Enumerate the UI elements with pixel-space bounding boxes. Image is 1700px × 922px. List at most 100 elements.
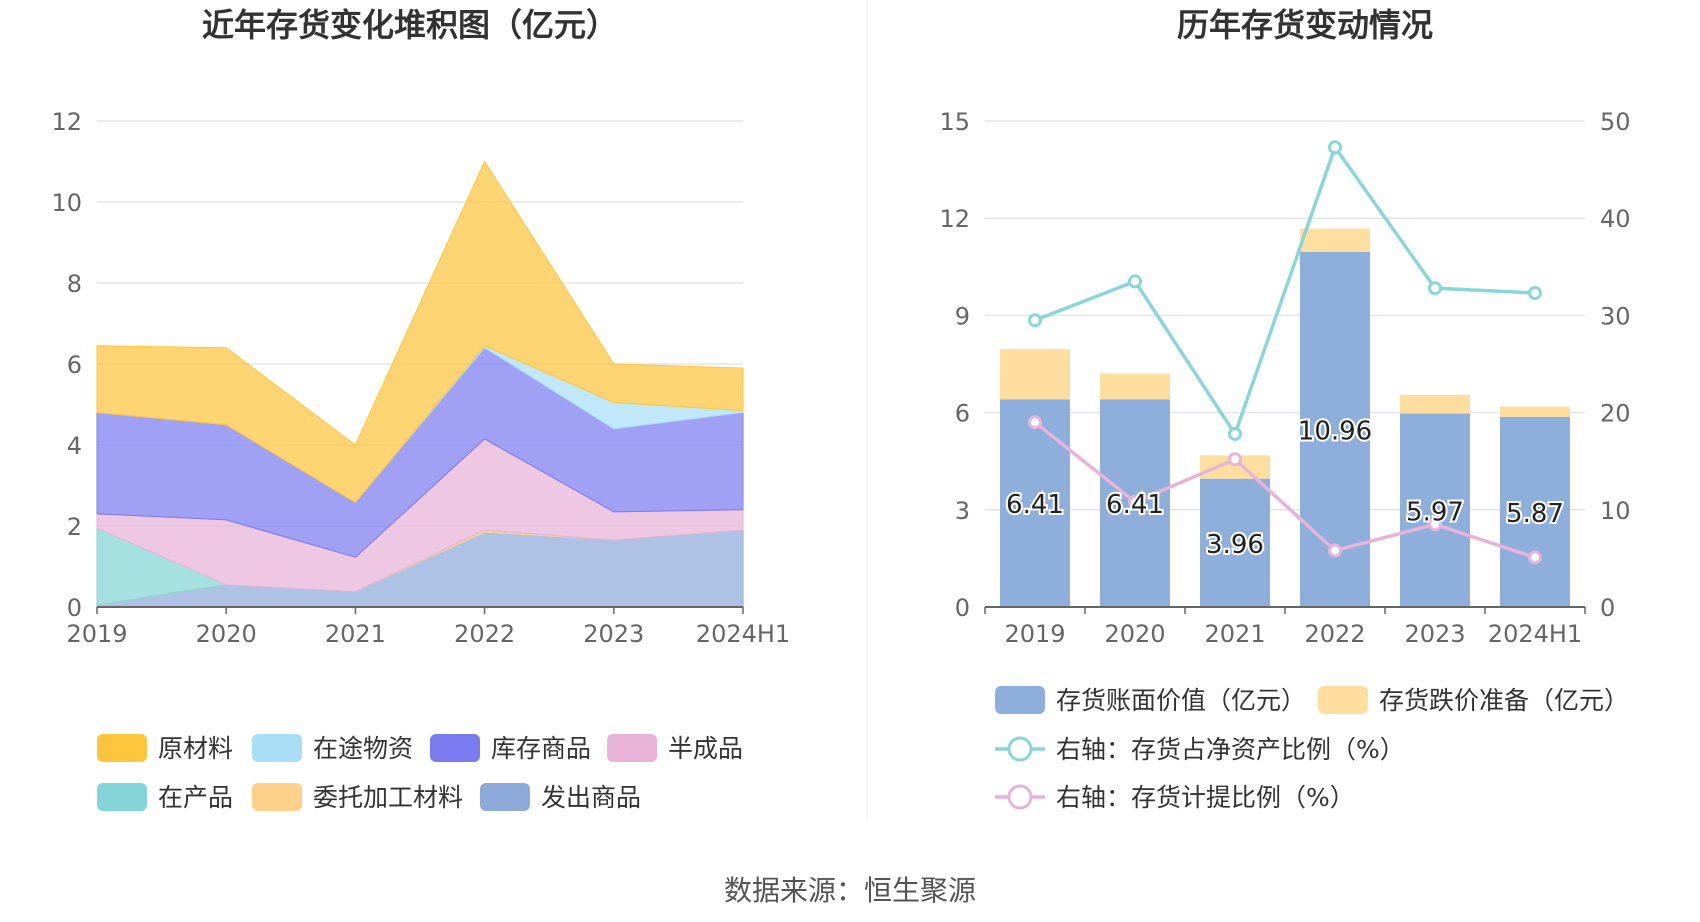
legend-swatch: [252, 734, 302, 762]
bar-存货跌价准备（亿元）: [1100, 373, 1170, 400]
bar-value-label: 5.97: [1406, 497, 1464, 527]
legend-swatch: [607, 734, 657, 762]
bar-存货账面价值（亿元）: [1000, 399, 1070, 607]
legend-item: 委托加工材料: [313, 783, 463, 812]
right-bars: [1000, 228, 1570, 607]
right-y-tick-label: 9: [955, 302, 970, 330]
line-point: [1228, 426, 1242, 441]
line-point: [1128, 274, 1142, 289]
right-x-tick-label: 2023: [1404, 620, 1465, 648]
bar-存货跌价准备（亿元）: [1500, 406, 1570, 417]
legend-item: 存货账面价值（亿元）: [1056, 686, 1306, 715]
legend-swatch: [1318, 686, 1368, 714]
line-point: [1228, 452, 1242, 467]
left-y-tick-label: 2: [67, 513, 82, 541]
bar-存货账面价值（亿元）: [1400, 413, 1470, 607]
legend-item: 库存商品: [491, 734, 591, 763]
line-右轴：存货计提比例（%）: [1033, 420, 1536, 560]
right-y2-tick-label: 10: [1600, 497, 1631, 525]
legend-swatch: [97, 734, 147, 762]
right-lines: [1028, 140, 1542, 565]
right-y-tick-label: 15: [939, 108, 970, 136]
legend-marker: [1007, 736, 1033, 762]
legend-item: 在产品: [158, 783, 233, 812]
legend-swatch: [252, 783, 302, 811]
line-point: [1528, 286, 1542, 301]
bar-value-label: 6.41: [1106, 490, 1164, 520]
left-x-tick-label: 2024H1: [696, 620, 790, 648]
left-y-ticks: 0 2 4 6 8 10 12: [51, 108, 82, 622]
left-chart-title: 近年存货变化堆积图（亿元）: [202, 6, 618, 44]
line-右轴：存货占净资产比例（%）: [1034, 143, 1536, 438]
right-chart-title: 历年存货变动情况: [1177, 6, 1433, 44]
right-y2-ticks: 0 10 20 30 40 50: [1600, 108, 1631, 622]
right-y-ticks: 0 3 6 9 12 15: [939, 108, 970, 622]
right-x-tick-label: 2024H1: [1488, 620, 1582, 648]
line-point: [1428, 281, 1442, 296]
left-y-tick-label: 12: [51, 108, 82, 136]
legend-swatch: [480, 783, 530, 811]
right-x-tick-label: 2019: [1004, 620, 1065, 648]
line-point: [1328, 543, 1342, 558]
left-y-tick-label: 6: [67, 351, 82, 379]
data-source: 数据来源：恒生聚源: [724, 874, 976, 907]
right-y2-tick-label: 20: [1600, 400, 1631, 428]
right-y-tick-label: 6: [955, 400, 970, 428]
bar-value-label: 6.41: [1006, 490, 1064, 520]
right-grid: [985, 120, 1585, 511]
right-y-tick-label: 12: [939, 205, 970, 233]
area-原材料: [96, 160, 744, 504]
bar-value-label: 5.87: [1506, 499, 1564, 529]
legend-item: 存货跌价准备（亿元）: [1379, 686, 1629, 715]
bar-存货跌价准备（亿元）: [1000, 349, 1070, 400]
left-x-tick-label: 2020: [196, 620, 257, 648]
left-x-tick-label: 2023: [583, 620, 644, 648]
legend-item: 半成品: [668, 734, 743, 763]
left-areas: [96, 160, 744, 608]
left-x-axis: 2019 2020 2021 2022 2023 2024H1: [66, 606, 790, 648]
left-y-tick-label: 0: [67, 594, 82, 622]
legend-swatch: [995, 686, 1045, 714]
left-y-tick-label: 10: [51, 189, 82, 217]
legend-swatch: [430, 734, 480, 762]
bar-存货账面价值（亿元）: [1500, 416, 1570, 607]
left-x-tick-label: 2019: [66, 620, 127, 648]
legend-swatch: [97, 783, 147, 811]
line-point: [1428, 517, 1442, 532]
left-x-tick-label: 2021: [325, 620, 386, 648]
right-y-tick-label: 3: [955, 497, 970, 525]
right-y-tick-label: 0: [955, 594, 970, 622]
legend-marker: [1007, 784, 1033, 810]
legend-item: 右轴：存货占净资产比例（%）: [1056, 735, 1405, 764]
bar-存货跌价准备（亿元）: [1200, 455, 1270, 479]
right-y2-tick-label: 0: [1600, 594, 1615, 622]
right-x-tick-label: 2021: [1204, 620, 1265, 648]
bar-存货跌价准备（亿元）: [1300, 228, 1370, 252]
right-legend: 存货账面价值（亿元） 存货跌价准备（亿元） 右轴：存货占净资产比例（%） 右轴：存货计…: [995, 686, 1629, 812]
line-point: [1328, 140, 1342, 155]
bar-存货账面价值（亿元）: [1200, 478, 1270, 607]
right-x-axis: 2019 2020 2021 2022 2023 2024H1: [984, 606, 1586, 648]
left-y-tick-label: 4: [67, 432, 82, 460]
legend-item: 在途物资: [313, 734, 413, 763]
right-y2-tick-label: 40: [1600, 205, 1631, 233]
legend-item: 右轴：存货计提比例（%）: [1056, 783, 1355, 812]
line-point: [1028, 313, 1042, 328]
line-point: [1128, 495, 1142, 510]
right-x-tick-label: 2020: [1104, 620, 1165, 648]
right-x-tick-label: 2022: [1304, 620, 1365, 648]
left-x-tick-label: 2022: [454, 620, 515, 648]
legend-item: 原材料: [158, 734, 233, 763]
right-y2-tick-label: 50: [1600, 108, 1631, 136]
legend-item: 发出商品: [541, 783, 641, 812]
right-y2-tick-label: 30: [1600, 302, 1631, 330]
left-y-tick-label: 8: [67, 270, 82, 298]
bar-存货跌价准备（亿元）: [1400, 394, 1470, 414]
right-bar-labels: 6.41 6.41 3.96 10.96 5.97 5.87: [1004, 414, 1566, 561]
line-point: [1528, 550, 1542, 565]
bar-value-label: 3.96: [1206, 530, 1264, 560]
bar-value-label: 10.96: [1298, 416, 1372, 446]
line-point: [1028, 415, 1042, 430]
